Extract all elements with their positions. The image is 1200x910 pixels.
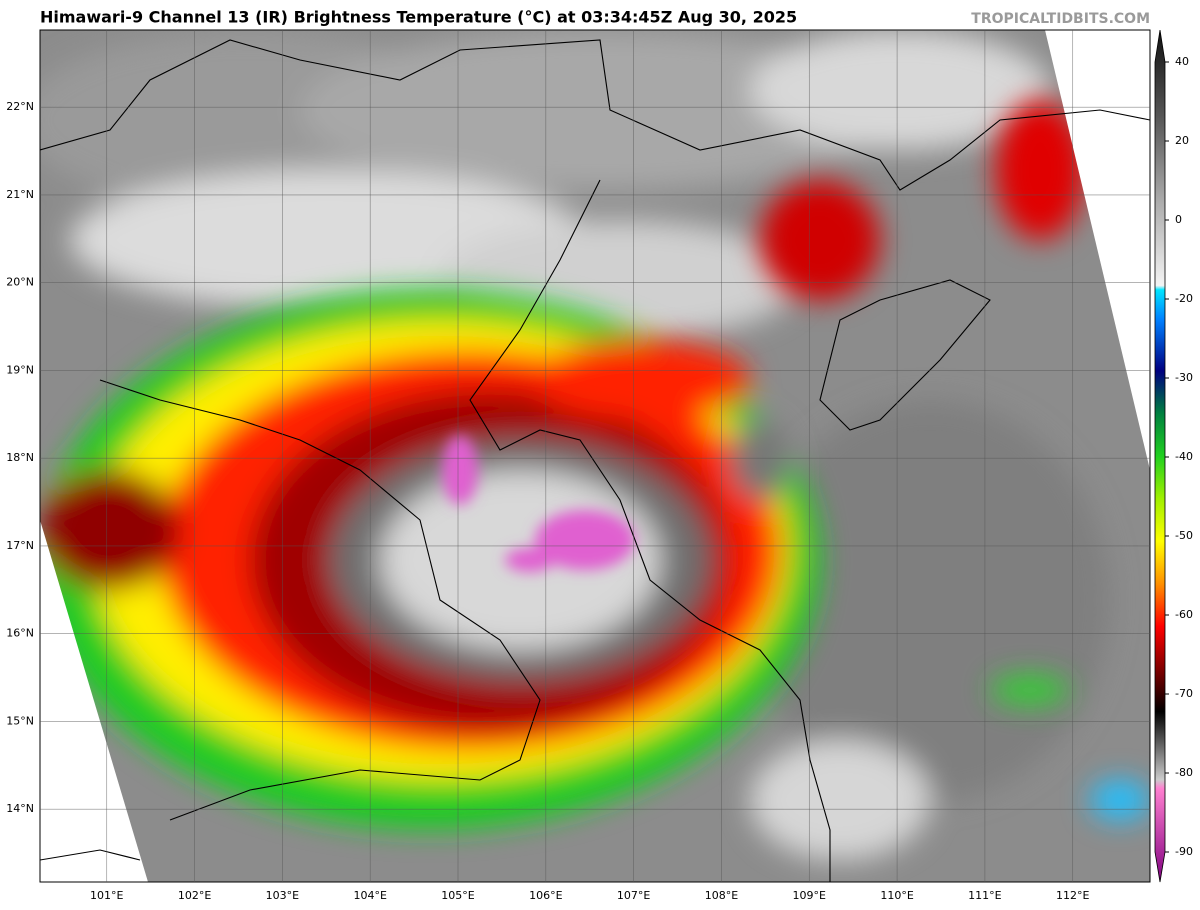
x-tick-label: 111°E	[968, 889, 1001, 902]
colorbar-label: 0	[1175, 213, 1182, 226]
y-tick-label: 15°N	[6, 714, 34, 727]
x-tick-label: 105°E	[441, 889, 474, 902]
y-tick-label: 16°N	[6, 627, 34, 640]
y-tick-label: 21°N	[6, 188, 34, 201]
colorbar-label: -50	[1175, 529, 1193, 542]
x-tick-label: 108°E	[705, 889, 738, 902]
x-tick-label: 110°E	[880, 889, 913, 902]
satellite-imagery	[40, 30, 1150, 882]
y-tick-label: 17°N	[6, 539, 34, 552]
y-tick-label: 20°N	[6, 276, 34, 289]
x-tick-label: 101°E	[90, 889, 123, 902]
colorbar-label: -80	[1175, 766, 1193, 779]
colorbar-label: -60	[1175, 608, 1193, 621]
x-tick-label: 106°E	[529, 889, 562, 902]
x-tick-label: 103°E	[266, 889, 299, 902]
plot-frame	[39, 29, 1151, 883]
y-tick-label: 14°N	[6, 802, 34, 815]
y-tick-label: 18°N	[6, 451, 34, 464]
colorbar-label: 20	[1175, 134, 1189, 147]
colorbar-label: -40	[1175, 450, 1193, 463]
x-tick-label: 107°E	[617, 889, 650, 902]
chart-title: Himawari-9 Channel 13 (IR) Brightness Te…	[40, 8, 797, 27]
y-tick-label: 22°N	[6, 100, 34, 113]
axis-labels: 101°E 102°E 103°E 104°E 105°E 106°E 107°E 108°E…	[6, 100, 1089, 902]
colorbar	[1154, 29, 1166, 883]
colorbar-label: -70	[1175, 687, 1193, 700]
credit: TROPICALTIDBITS.COM	[971, 11, 1150, 27]
y-tick-label: 19°N	[6, 363, 34, 376]
x-tick-label: 102°E	[178, 889, 211, 902]
colorbar-ticks: 40 20 0 -20 -30 -40 -50 -60 -70 -80 -90	[1165, 55, 1193, 858]
colorbar-label: 40	[1175, 55, 1189, 68]
graticule	[40, 30, 1150, 882]
x-tick-label: 109°E	[793, 889, 826, 902]
colorbar-label: -90	[1175, 845, 1193, 858]
x-tick-label: 104°E	[353, 889, 386, 902]
x-tick-label: 112°E	[1056, 889, 1089, 902]
colorbar-label: -30	[1175, 371, 1193, 384]
colorbar-label: -20	[1175, 292, 1193, 305]
